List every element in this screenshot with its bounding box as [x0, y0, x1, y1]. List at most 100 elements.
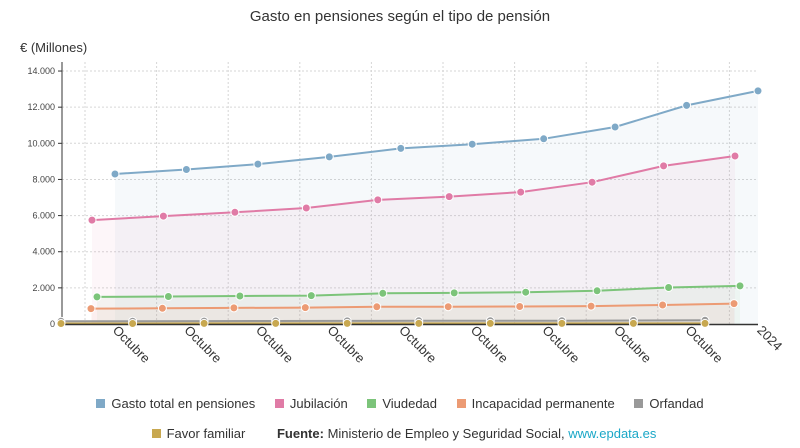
series-line: [90, 302, 735, 310]
data-point: [610, 122, 620, 132]
x-tick-label: Octubre: [110, 323, 153, 366]
y-axis-label: € (Millones): [20, 40, 87, 55]
legend-label: Gasto total en pensiones: [111, 396, 256, 411]
data-point: [516, 187, 526, 197]
chart-title: Gasto en pensiones según el tipo de pens…: [250, 8, 550, 25]
data-point: [372, 302, 382, 312]
data-point: [700, 318, 710, 328]
data-point: [56, 319, 66, 328]
data-point: [163, 292, 173, 301]
data-point: [342, 318, 352, 328]
x-tick-label: Octubre: [396, 323, 439, 366]
data-point: [157, 303, 167, 313]
x-tick-label: Octubre: [181, 323, 224, 366]
data-point: [467, 139, 477, 149]
legend-swatch: [274, 399, 284, 408]
legend-item-jubilacion[interactable]: Jubilación: [274, 396, 348, 411]
data-point: [539, 134, 549, 144]
legend-label: Jubilación: [289, 396, 348, 411]
x-tick-label: 2024: [754, 323, 785, 354]
data-point: [521, 287, 531, 297]
y-tick-label: 0: [50, 319, 55, 329]
legend-swatch: [634, 399, 644, 408]
data-point: [592, 286, 602, 296]
series-area: [97, 285, 740, 324]
series-line: [114, 89, 759, 175]
legend-label: Incapacidad permanente: [471, 396, 615, 411]
data-point: [199, 318, 209, 328]
legend-item-gasto-total[interactable]: Gasto total en pensiones: [96, 396, 255, 411]
data-point: [300, 303, 310, 313]
series-area: [92, 156, 735, 324]
data-point: [87, 215, 97, 225]
data-point: [230, 207, 240, 217]
data-point: [735, 281, 745, 291]
legend-item-viudedad[interactable]: Viudedad: [367, 396, 437, 411]
legend-swatch: [96, 399, 106, 408]
data-point: [235, 291, 245, 301]
y-tick-label: 4.000: [32, 247, 55, 257]
data-point: [443, 302, 453, 312]
data-point: [253, 159, 263, 169]
data-point: [92, 292, 102, 302]
legend-row-1: Gasto total en pensiones Jubilación Viud…: [0, 396, 800, 411]
legend-swatch: [456, 399, 466, 408]
source-text: Ministerio de Empleo y Seguridad Social,: [327, 426, 565, 441]
series-line: [91, 155, 736, 222]
x-tick-label: Octubre: [253, 323, 296, 366]
x-tick-label: Octubre: [325, 323, 368, 366]
data-point: [557, 318, 567, 328]
x-tick-label: Octubre: [611, 323, 654, 366]
legend-label: Viudedad: [382, 396, 438, 411]
data-point: [271, 318, 281, 328]
data-point: [373, 195, 383, 205]
y-tick-labels: 0 2.000 4.000 6.000 8.000 10.000 12.000 14.000: [27, 66, 55, 329]
legend-label: Favor familiar: [166, 426, 246, 441]
data-point: [181, 165, 191, 174]
data-point: [628, 318, 638, 328]
data-point: [396, 143, 406, 153]
data-point: [753, 86, 763, 96]
source-link[interactable]: www.epdata.es: [568, 426, 657, 441]
data-point: [414, 318, 424, 328]
legend-row-2: Favor familiar Fuente: Ministerio de Emp…: [0, 426, 800, 441]
data-point: [86, 304, 96, 314]
data-point: [128, 319, 138, 328]
data-point: [324, 152, 334, 162]
data-point: [586, 301, 596, 311]
data-point: [664, 283, 674, 292]
data-point: [301, 203, 311, 213]
y-tick-label: 10.000: [27, 138, 55, 148]
legend-item-favor-familiar[interactable]: Favor familiar: [151, 426, 246, 441]
data-point: [587, 177, 597, 187]
data-point: [229, 303, 239, 313]
x-tick-labels: Octubre Octubre Octubre Octubre Octubre Octub…: [110, 323, 785, 366]
data-point: [158, 211, 168, 221]
series-lines: [60, 89, 759, 325]
data-point: [444, 192, 454, 202]
data-point: [730, 151, 740, 161]
series-area: [115, 90, 758, 325]
data-point: [485, 318, 495, 328]
series-line: [60, 319, 706, 323]
source-label: Fuente:: [276, 426, 324, 441]
legend-item-incapacidad[interactable]: Incapacidad permanente: [456, 396, 615, 411]
data-point: [515, 302, 525, 311]
x-tick-label: Octubre: [683, 323, 726, 366]
y-tick-label: 6.000: [32, 211, 55, 221]
legend-swatch: [367, 399, 377, 408]
legend-item-orfandad[interactable]: Orfandad: [634, 396, 704, 411]
y-tick-label: 14.000: [27, 66, 55, 76]
x-tick-label: Octubre: [468, 323, 511, 366]
legend-swatch: [151, 429, 161, 438]
series-line: [96, 284, 741, 298]
data-point: [110, 169, 120, 179]
source-note: Fuente: Ministerio de Empleo y Seguridad…: [277, 426, 656, 441]
x-tick-label: Octubre: [539, 323, 582, 366]
data-point: [729, 299, 739, 309]
legend-label: Orfandad: [649, 396, 704, 411]
data-point: [449, 288, 459, 298]
y-tick-label: 12.000: [27, 102, 55, 112]
y-tick-label: 2.000: [32, 283, 55, 293]
data-point: [658, 300, 668, 310]
